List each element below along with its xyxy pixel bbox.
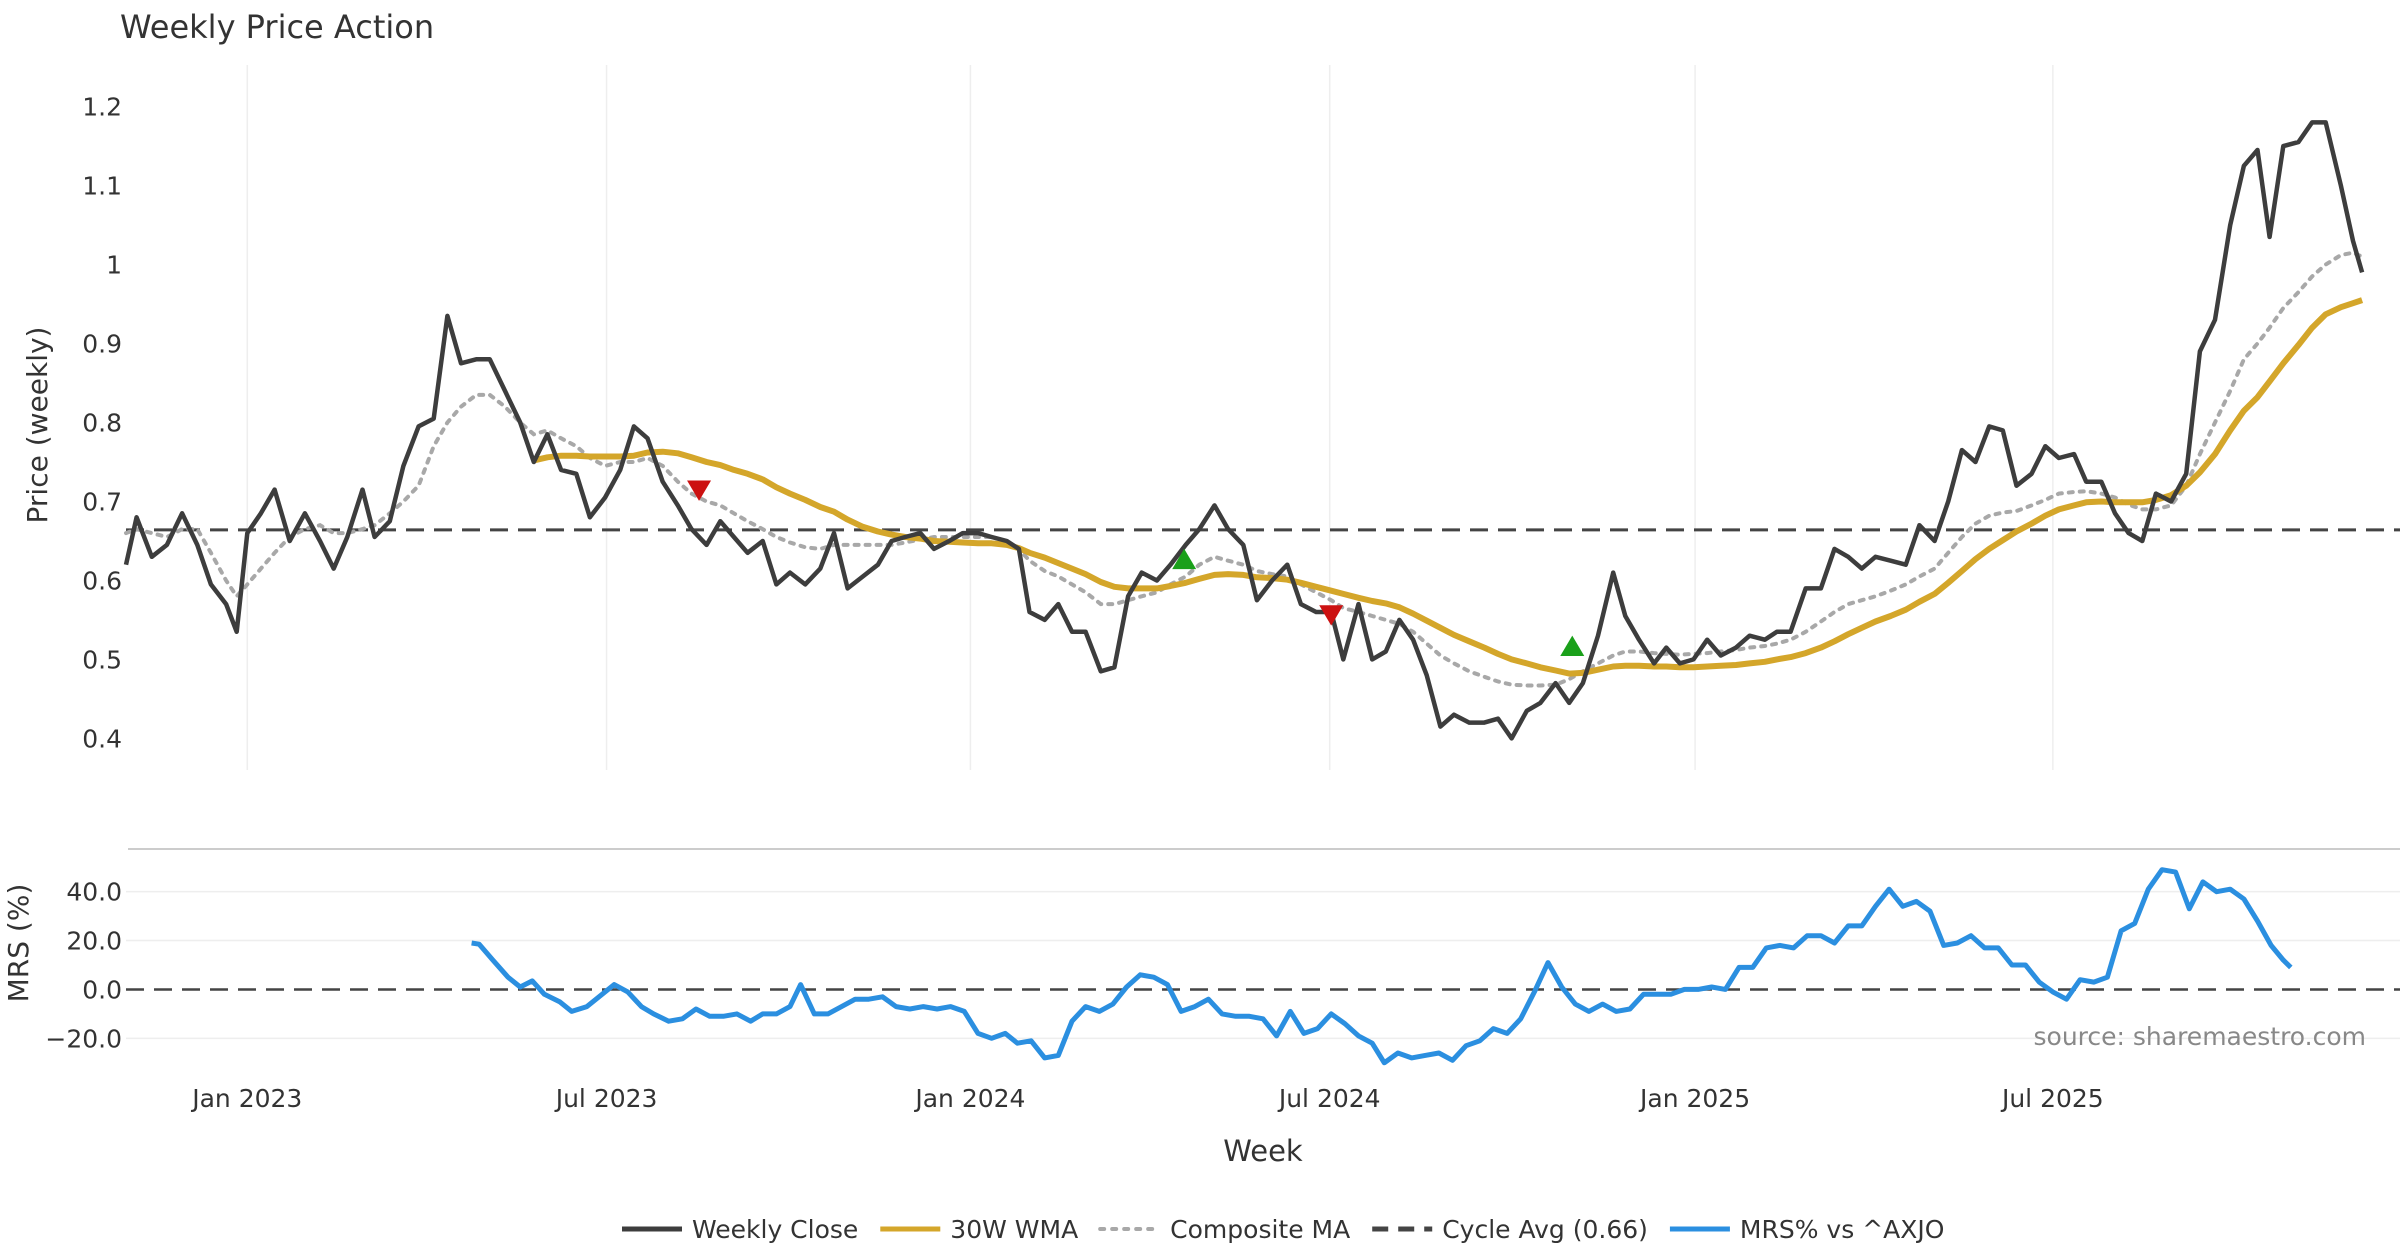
price-y-tick-label: 1 xyxy=(106,251,122,280)
chart-title: Weekly Price Action xyxy=(120,8,434,46)
mrs-grid xyxy=(126,890,2400,1040)
price-y-tick-label: 0.9 xyxy=(82,330,122,359)
price-y-tick-label: 0.7 xyxy=(82,487,122,516)
mrs-y-label: MRS (%) xyxy=(2,884,35,1003)
legend: Weekly Close 30W WMA Composite MA Cycle Avg… xyxy=(622,1215,1944,1244)
price-y-tick-label: 1.2 xyxy=(82,93,122,122)
wma-30w-line xyxy=(533,297,2364,677)
weekly-close-line xyxy=(123,120,2365,741)
legend-label: 30W WMA xyxy=(950,1215,1078,1244)
legend-label: Cycle Avg (0.66) xyxy=(1442,1215,1648,1244)
x-tick-label: Jul 2023 xyxy=(554,1084,658,1113)
mrs-y-tick-label: −20.0 xyxy=(45,1024,122,1053)
x-axis-label: Week xyxy=(1223,1134,1303,1168)
x-axis: Jan 2023 Jul 2023 Jan 2024 Jul 2024 Jan 2025… xyxy=(190,1084,2103,1113)
x-tick-label: Jul 2024 xyxy=(1277,1084,1381,1113)
signal-markers xyxy=(687,480,1585,656)
price-y-tick-label: 0.4 xyxy=(82,724,122,753)
legend-label: Weekly Close xyxy=(692,1215,858,1244)
composite-ma-line xyxy=(124,250,2365,688)
x-tick-label: Jan 2024 xyxy=(913,1084,1025,1113)
source-note: source: sharemaestro.com xyxy=(2034,1022,2367,1051)
mrs-y-tick-label: 20.0 xyxy=(66,927,122,956)
mrs-y-tick-label: 0.0 xyxy=(82,975,122,1004)
sell-signal-marker xyxy=(687,480,712,501)
sell-signal-marker xyxy=(1319,605,1344,626)
x-tick-label: Jul 2025 xyxy=(2000,1084,2104,1113)
mrs-y-tick-label: 40.0 xyxy=(66,878,122,907)
x-tick-label: Jan 2025 xyxy=(1638,1084,1750,1113)
mrs-panel: −20.0 0.0 20.0 40.0 MRS (%) source: sharema… xyxy=(2,867,2400,1066)
price-y-axis: 0.4 0.5 0.6 0.7 0.8 0.9 1 1.1 1.2 xyxy=(82,93,122,754)
price-y-tick-label: 1.1 xyxy=(82,172,122,201)
mrs-y-axis: −20.0 0.0 20.0 40.0 xyxy=(45,878,122,1054)
mrs-line xyxy=(471,867,2293,1066)
price-y-label: Price (weekly) xyxy=(21,327,54,524)
legend-label: Composite MA xyxy=(1170,1215,1350,1244)
price-y-tick-label: 0.5 xyxy=(82,645,122,674)
legend-label: MRS% vs ^AXJO xyxy=(1740,1215,1945,1244)
x-tick-label: Jan 2023 xyxy=(190,1084,302,1113)
price-panel: 0.4 0.5 0.6 0.7 0.8 0.9 1 1.1 1.2 Price (weekly) xyxy=(21,65,2400,770)
buy-signal-marker xyxy=(1560,635,1585,656)
price-y-tick-label: 0.6 xyxy=(82,566,122,595)
buy-signal-marker xyxy=(1172,548,1197,570)
price-y-tick-label: 0.8 xyxy=(82,409,122,438)
price-grid xyxy=(246,65,2054,770)
